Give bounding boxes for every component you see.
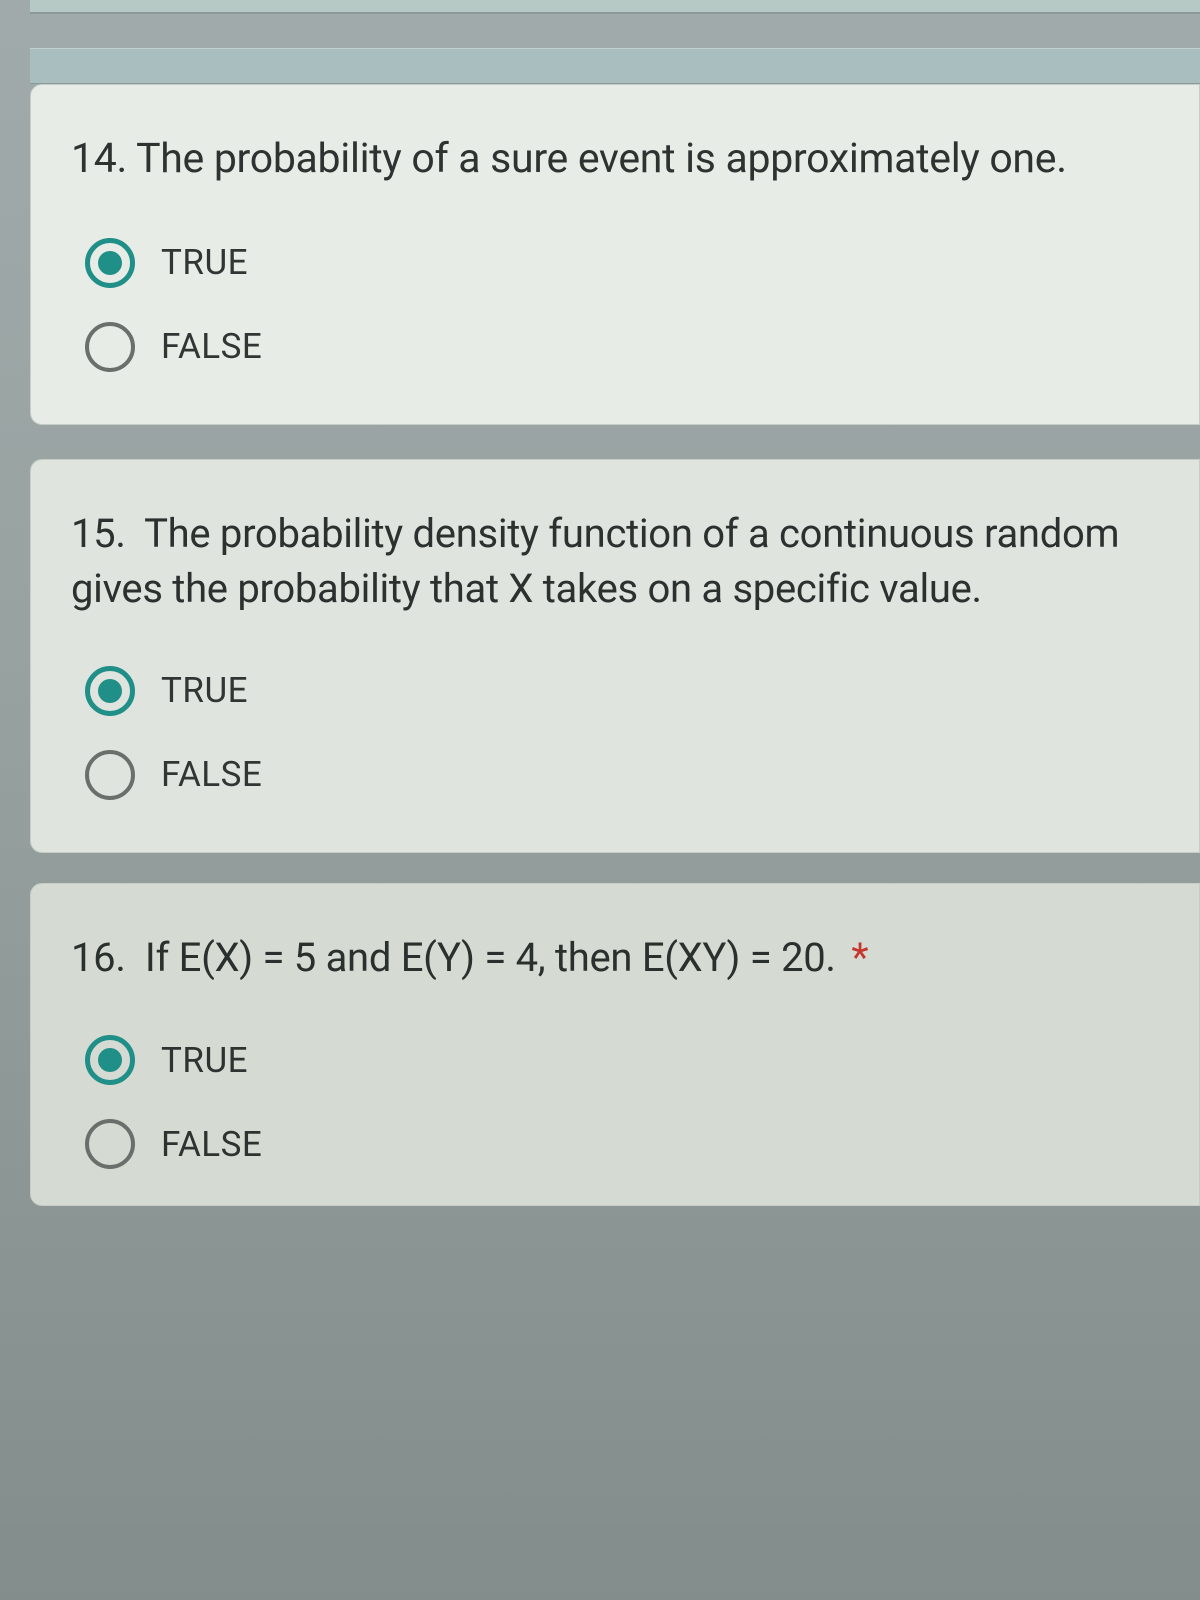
question-number: 14.: [71, 135, 127, 183]
option-row-false[interactable]: FALSE: [85, 322, 1163, 372]
option-label: FALSE: [161, 1124, 262, 1165]
required-star-icon: *: [851, 934, 868, 981]
radio-selected-icon[interactable]: [85, 666, 135, 716]
option-row-false[interactable]: FALSE: [85, 750, 1163, 800]
question-card-14: 14. The probability of a sure event is a…: [30, 84, 1200, 425]
radio-selected-icon[interactable]: [85, 1035, 135, 1085]
option-row-false[interactable]: FALSE: [85, 1119, 1163, 1169]
section-divider: [30, 48, 1200, 84]
option-label: TRUE: [161, 1040, 248, 1081]
question-body: The probability density function of a co…: [71, 510, 1119, 612]
question-number: 16.: [71, 934, 126, 981]
question-number: 15.: [71, 510, 126, 557]
option-label: FALSE: [161, 754, 262, 795]
option-label: TRUE: [161, 242, 248, 283]
form-viewport: 14. The probability of a sure event is a…: [0, 0, 1200, 1600]
radio-unselected-icon[interactable]: [85, 750, 135, 800]
radio-selected-icon[interactable]: [85, 238, 135, 288]
option-row-true[interactable]: TRUE: [85, 238, 1163, 288]
option-row-true[interactable]: TRUE: [85, 666, 1163, 716]
question-card-16: 16. If E(X) = 5 and E(Y) = 4, then E(XY)…: [30, 883, 1200, 1206]
question-text: 15. The probability density function of …: [71, 506, 1163, 616]
question-card-15: 15. The probability density function of …: [30, 459, 1200, 853]
radio-unselected-icon[interactable]: [85, 322, 135, 372]
question-text: 16. If E(X) = 5 and E(Y) = 4, then E(XY)…: [71, 930, 1163, 985]
option-row-true[interactable]: TRUE: [85, 1035, 1163, 1085]
radio-unselected-icon[interactable]: [85, 1119, 135, 1169]
option-label: FALSE: [161, 326, 262, 367]
question-text: 14. The probability of a sure event is a…: [71, 131, 1163, 188]
card-edge-previous: [30, 0, 1200, 14]
option-label: TRUE: [161, 670, 248, 711]
question-body: The probability of a sure event is appro…: [136, 135, 1067, 183]
question-body: If E(X) = 5 and E(Y) = 4, then E(XY) = 2…: [145, 934, 836, 981]
